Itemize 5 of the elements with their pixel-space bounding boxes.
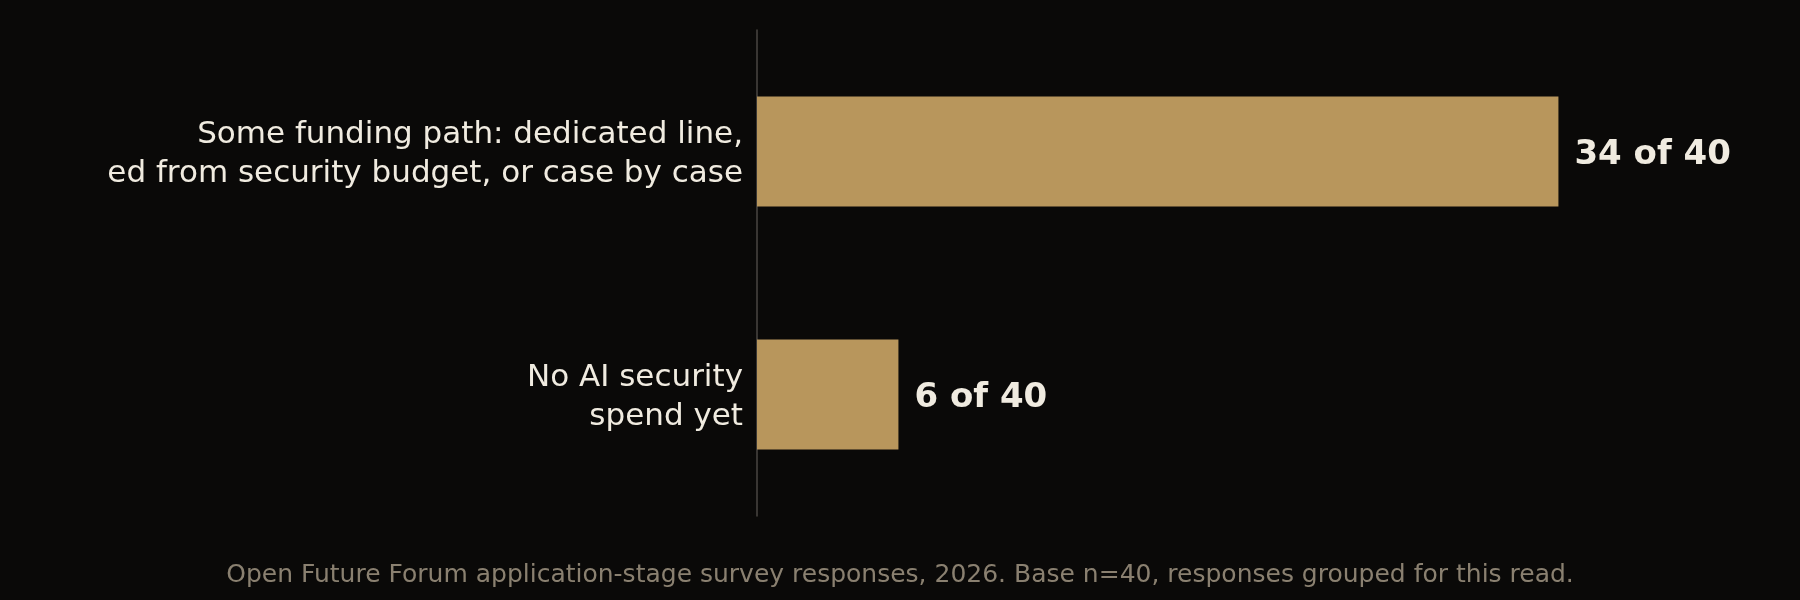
text: Open Future Forum application-stage survey responses, 2026. Base n=40, responses grouped for this read. [226, 559, 1574, 588]
y-tick-label: Some funding path: dedicated line, ed from security budget, or case by case [107, 114, 743, 189]
data-label: 34 of 40 [1574, 131, 1731, 172]
data-label: 6 of 40 [914, 374, 1048, 415]
y-tick-label: No AI security spend yet [527, 357, 743, 432]
